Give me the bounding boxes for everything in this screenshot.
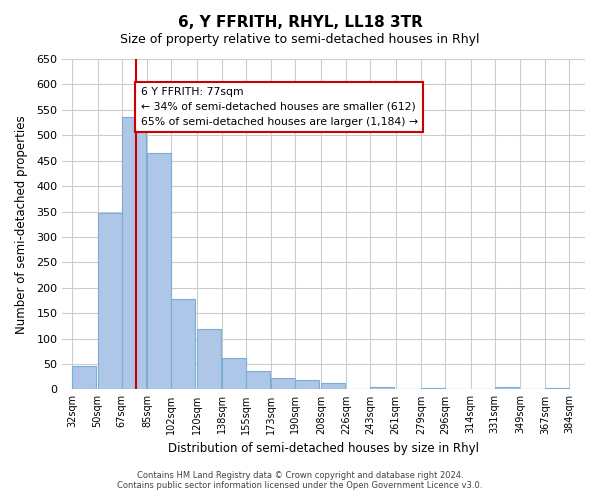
Bar <box>545 388 569 390</box>
X-axis label: Distribution of semi-detached houses by size in Rhyl: Distribution of semi-detached houses by … <box>168 442 479 455</box>
Y-axis label: Number of semi-detached properties: Number of semi-detached properties <box>15 115 28 334</box>
Bar <box>370 387 394 390</box>
Bar <box>321 384 345 390</box>
Bar <box>494 387 518 390</box>
Text: 6, Y FFRITH, RHYL, LL18 3TR: 6, Y FFRITH, RHYL, LL18 3TR <box>178 15 422 30</box>
Bar <box>222 358 246 390</box>
Text: Contains HM Land Registry data © Crown copyright and database right 2024.
Contai: Contains HM Land Registry data © Crown c… <box>118 470 482 490</box>
Bar <box>171 299 195 390</box>
Bar <box>122 118 146 390</box>
Bar <box>147 153 171 390</box>
Bar <box>246 371 270 390</box>
Text: Size of property relative to semi-detached houses in Rhyl: Size of property relative to semi-detach… <box>120 32 480 46</box>
Bar <box>421 388 445 390</box>
Bar <box>271 378 295 390</box>
Bar <box>197 330 221 390</box>
Bar <box>98 212 122 390</box>
Bar <box>72 366 96 390</box>
Text: 6 Y FFRITH: 77sqm
← 34% of semi-detached houses are smaller (612)
65% of semi-de: 6 Y FFRITH: 77sqm ← 34% of semi-detached… <box>140 87 418 126</box>
Bar <box>295 380 319 390</box>
